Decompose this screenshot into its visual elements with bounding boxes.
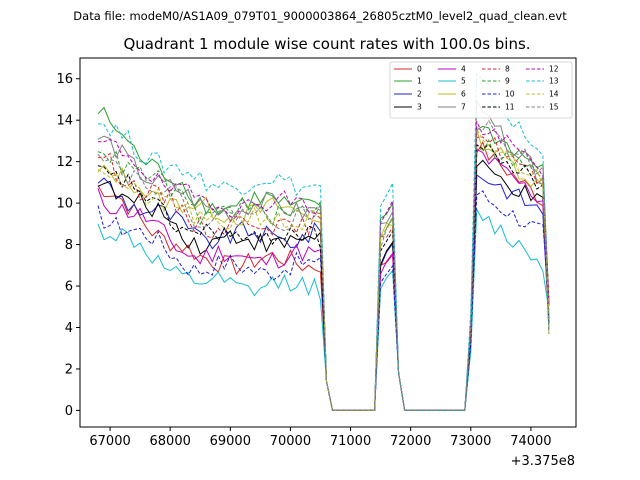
legend-label-15: 15 xyxy=(549,103,559,112)
legend-label-7: 7 xyxy=(461,103,466,112)
legend-box xyxy=(389,61,573,119)
series-line-9 xyxy=(97,138,550,411)
legend-label-0: 0 xyxy=(417,65,422,74)
legend-label-6: 6 xyxy=(461,90,466,99)
series-line-4 xyxy=(97,148,550,411)
series-line-14 xyxy=(97,127,550,411)
legend-label-13: 13 xyxy=(549,77,559,86)
legend-label-14: 14 xyxy=(549,90,559,99)
legend-label-11: 11 xyxy=(505,103,515,112)
x-tick-label: 72000 xyxy=(390,434,431,449)
y-tick-label: 16 xyxy=(56,72,73,87)
legend-label-2: 2 xyxy=(417,90,422,99)
legend-label-3: 3 xyxy=(417,103,422,112)
x-offset-label: +3.375e8 xyxy=(511,454,575,469)
series-line-10 xyxy=(97,190,550,411)
series-line-0 xyxy=(97,140,550,411)
series-line-3 xyxy=(97,159,550,411)
series-line-11 xyxy=(97,143,550,411)
series-line-15 xyxy=(97,119,550,411)
suptitle: Data file: modeM0/AS1A09_079T01_90000038… xyxy=(73,9,567,23)
series-line-12 xyxy=(97,121,550,411)
axes-frame xyxy=(79,57,577,428)
y-tick-label: 14 xyxy=(56,114,73,129)
x-tick-label: 74000 xyxy=(510,434,551,449)
x-tick-label: 71000 xyxy=(330,434,371,449)
series-line-5 xyxy=(97,207,550,411)
legend-label-4: 4 xyxy=(461,65,466,74)
legend-label-5: 5 xyxy=(461,77,466,86)
chart-title: Quadrant 1 module wise count rates with … xyxy=(123,35,530,53)
y-tick-label: 2 xyxy=(65,362,73,377)
y-tick-label: 8 xyxy=(65,238,73,253)
series-line-2 xyxy=(97,174,550,411)
series-line-8 xyxy=(97,136,550,411)
plot-area: 67000 68000 69000 70000 71000 72000 73000 74000… xyxy=(56,57,577,469)
axis-ticks: 67000 68000 69000 70000 71000 72000 73000 74000… xyxy=(56,72,551,449)
series-layer xyxy=(97,72,550,411)
y-tick-label: 6 xyxy=(65,280,73,295)
x-tick-label: 67000 xyxy=(89,434,130,449)
x-tick-label: 70000 xyxy=(270,434,311,449)
x-tick-label: 73000 xyxy=(450,434,491,449)
x-tick-label: 68000 xyxy=(150,434,191,449)
legend-label-10: 10 xyxy=(505,90,515,99)
y-tick-label: 4 xyxy=(65,321,73,336)
legend-label-9: 9 xyxy=(505,77,510,86)
legend-label-1: 1 xyxy=(417,77,422,86)
legend-label-8: 8 xyxy=(505,65,510,74)
legend-label-12: 12 xyxy=(549,65,559,74)
y-tick-label: 0 xyxy=(65,404,73,419)
y-tick-label: 10 xyxy=(56,197,73,212)
x-tick-label: 69000 xyxy=(210,434,251,449)
y-tick-label: 12 xyxy=(56,155,73,170)
